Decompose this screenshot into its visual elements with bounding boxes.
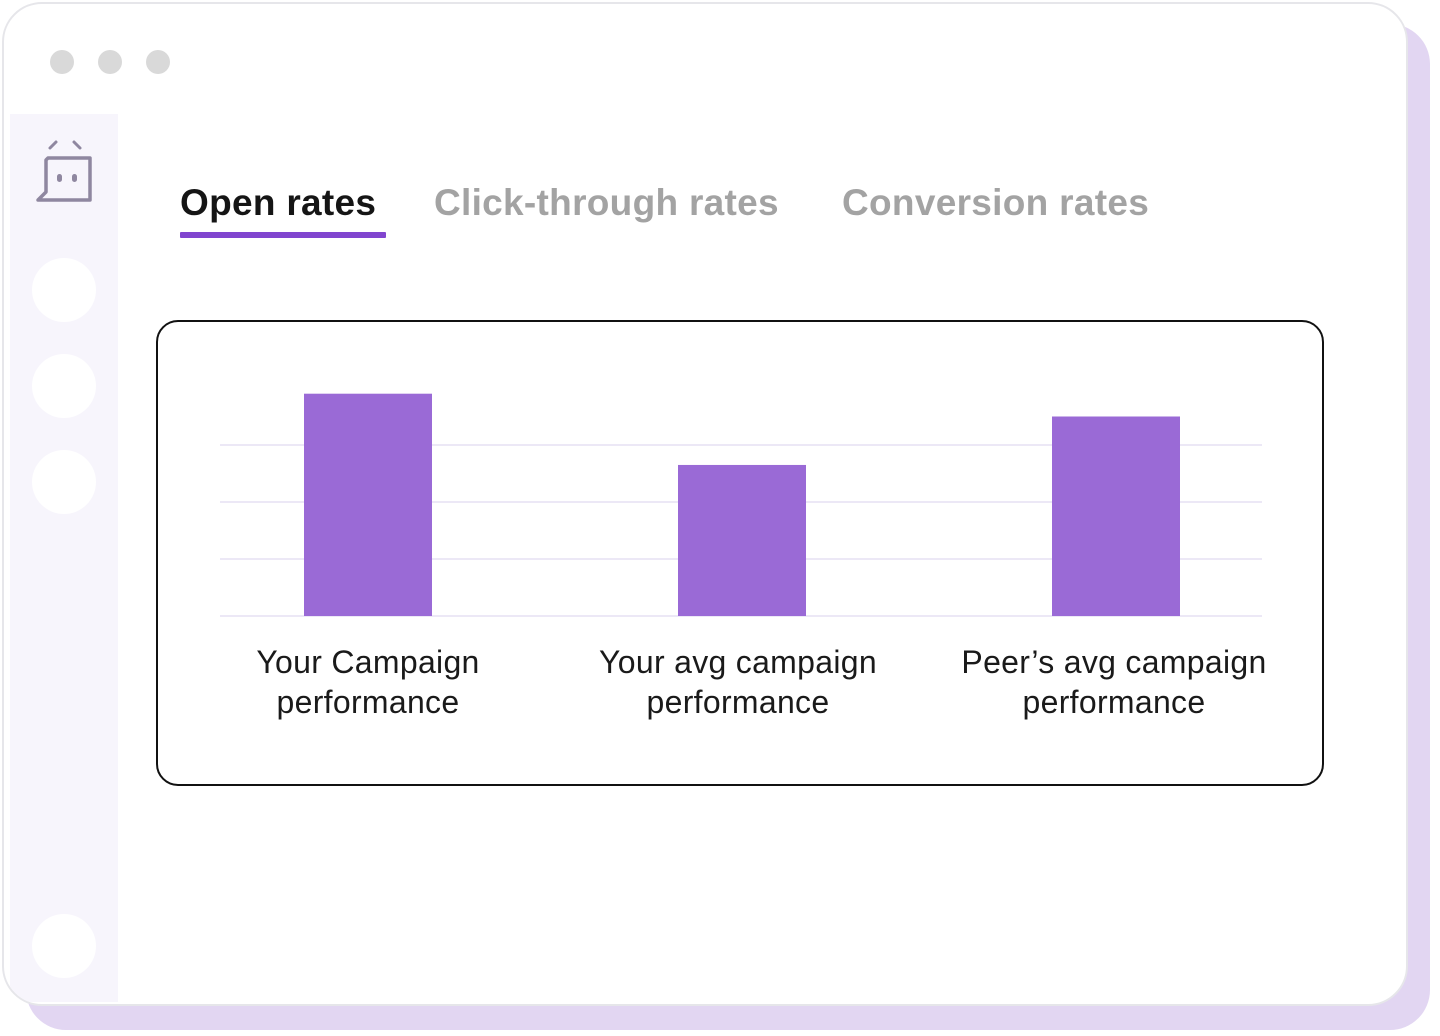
bar-3 [1052,416,1180,616]
sidebar-nav-item-bottom[interactable] [32,914,96,978]
sidebar-nav-item-3[interactable] [32,450,96,514]
category-label-peers-avg: Peer’s avg campaign performance [961,644,1267,720]
tab-open-rates[interactable]: Open rates [180,182,377,223]
category-label-your-avg: Your avg campaign performance [599,644,877,720]
category-label-your-campaign: Your Campaign performance [256,644,480,720]
tab-click-through-rates[interactable]: Click-through rates [434,182,779,223]
sidebar [10,114,118,1002]
active-tab-indicator [180,232,386,238]
bar-2 [678,464,806,616]
sidebar-nav-item-1[interactable] [32,258,96,322]
window-dot-3 [146,50,170,74]
window-dot-1 [50,50,74,74]
tab-conversion-rates[interactable]: Conversion rates [842,182,1150,223]
chat-bot-icon[interactable] [34,138,96,204]
window-dot-2 [98,50,122,74]
chart-card: Your Campaign performance Your avg campa… [156,320,1324,786]
sidebar-nav-item-2[interactable] [32,354,96,418]
bar-chart [220,393,1262,617]
bar-1 [304,393,432,616]
